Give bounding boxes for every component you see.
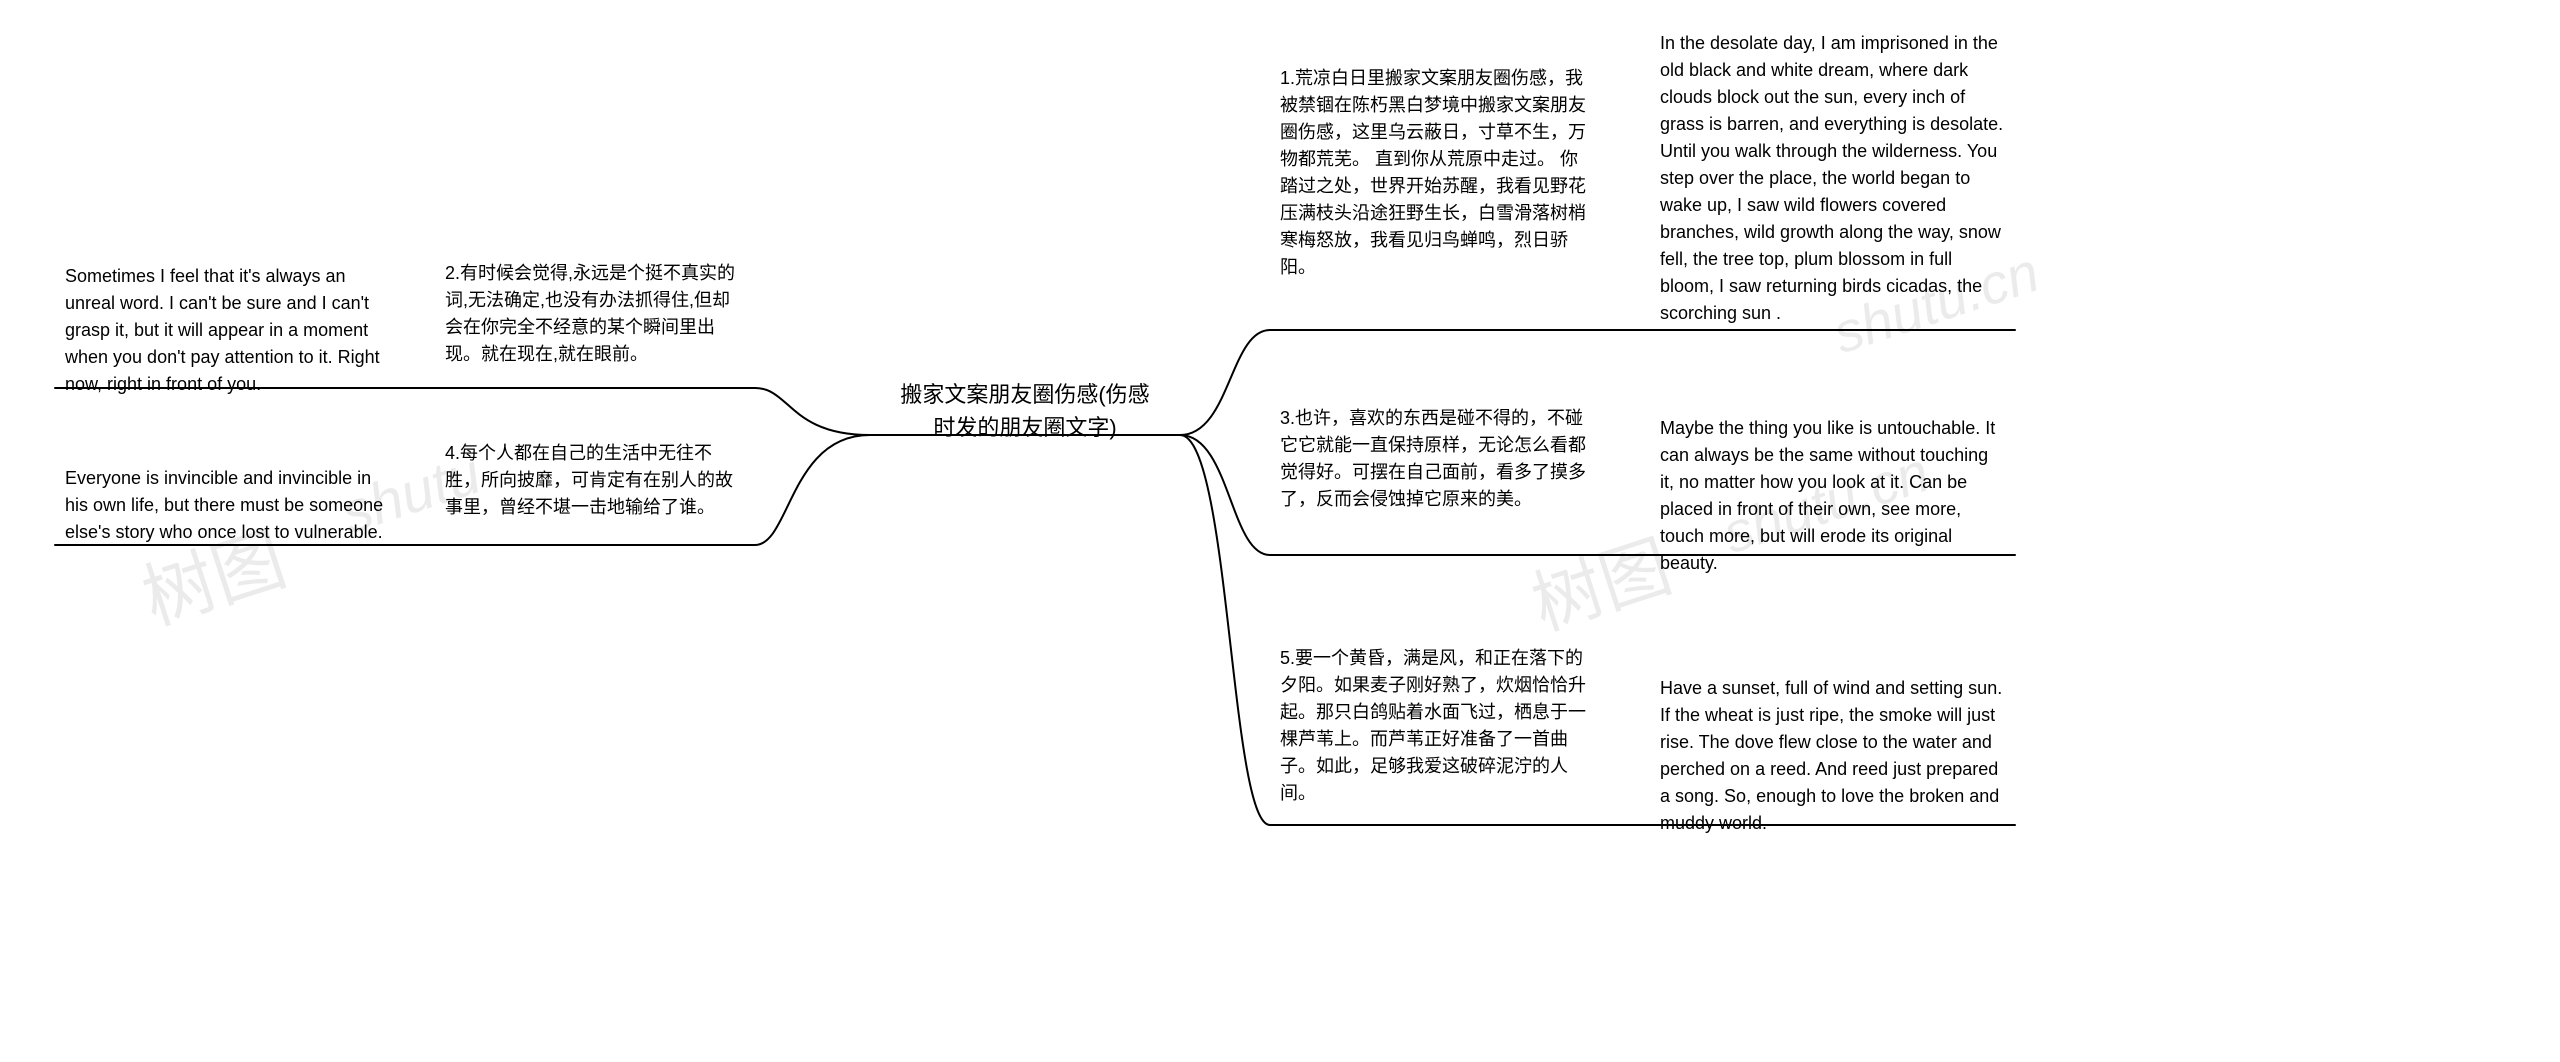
node-1-en: In the desolate day, I am imprisoned in … xyxy=(1660,30,2005,327)
mindmap-center: 搬家文案朋友圈伤感(伤感 时发的朋友圈文字) xyxy=(880,378,1170,444)
watermark: 树图 xyxy=(1518,511,1682,650)
node-2-en: Sometimes I feel that it's always an unr… xyxy=(65,263,395,398)
center-line1: 搬家文案朋友圈伤感(伤感 xyxy=(900,382,1149,407)
center-line2: 时发的朋友圈文字) xyxy=(933,415,1116,440)
node-5-cn: 5.要一个黄昏，满是风，和正在落下的夕阳。如果麦子刚好熟了，炊烟恰恰升起。那只白… xyxy=(1280,645,1590,807)
node-2-cn: 2.有时候会觉得,永远是个挺不真实的词,无法确定,也没有办法抓得住,但却会在你完… xyxy=(445,260,745,368)
node-3-cn: 3.也许，喜欢的东西是碰不得的，不碰它它就能一直保持原样，无论怎么看都觉得好。可… xyxy=(1280,405,1590,513)
node-5-en: Have a sunset, full of wind and setting … xyxy=(1660,675,2005,837)
node-4-cn: 4.每个人都在自己的生活中无往不胜，所向披靡，可肯定有在别人的故事里，曾经不堪一… xyxy=(445,440,745,521)
node-1-cn: 1.荒凉白日里搬家文案朋友圈伤感，我被禁锢在陈朽黑白梦境中搬家文案朋友圈伤感，这… xyxy=(1280,65,1590,281)
node-3-en: Maybe the thing you like is untouchable.… xyxy=(1660,415,2005,577)
node-4-en: Everyone is invincible and invincible in… xyxy=(65,465,395,546)
